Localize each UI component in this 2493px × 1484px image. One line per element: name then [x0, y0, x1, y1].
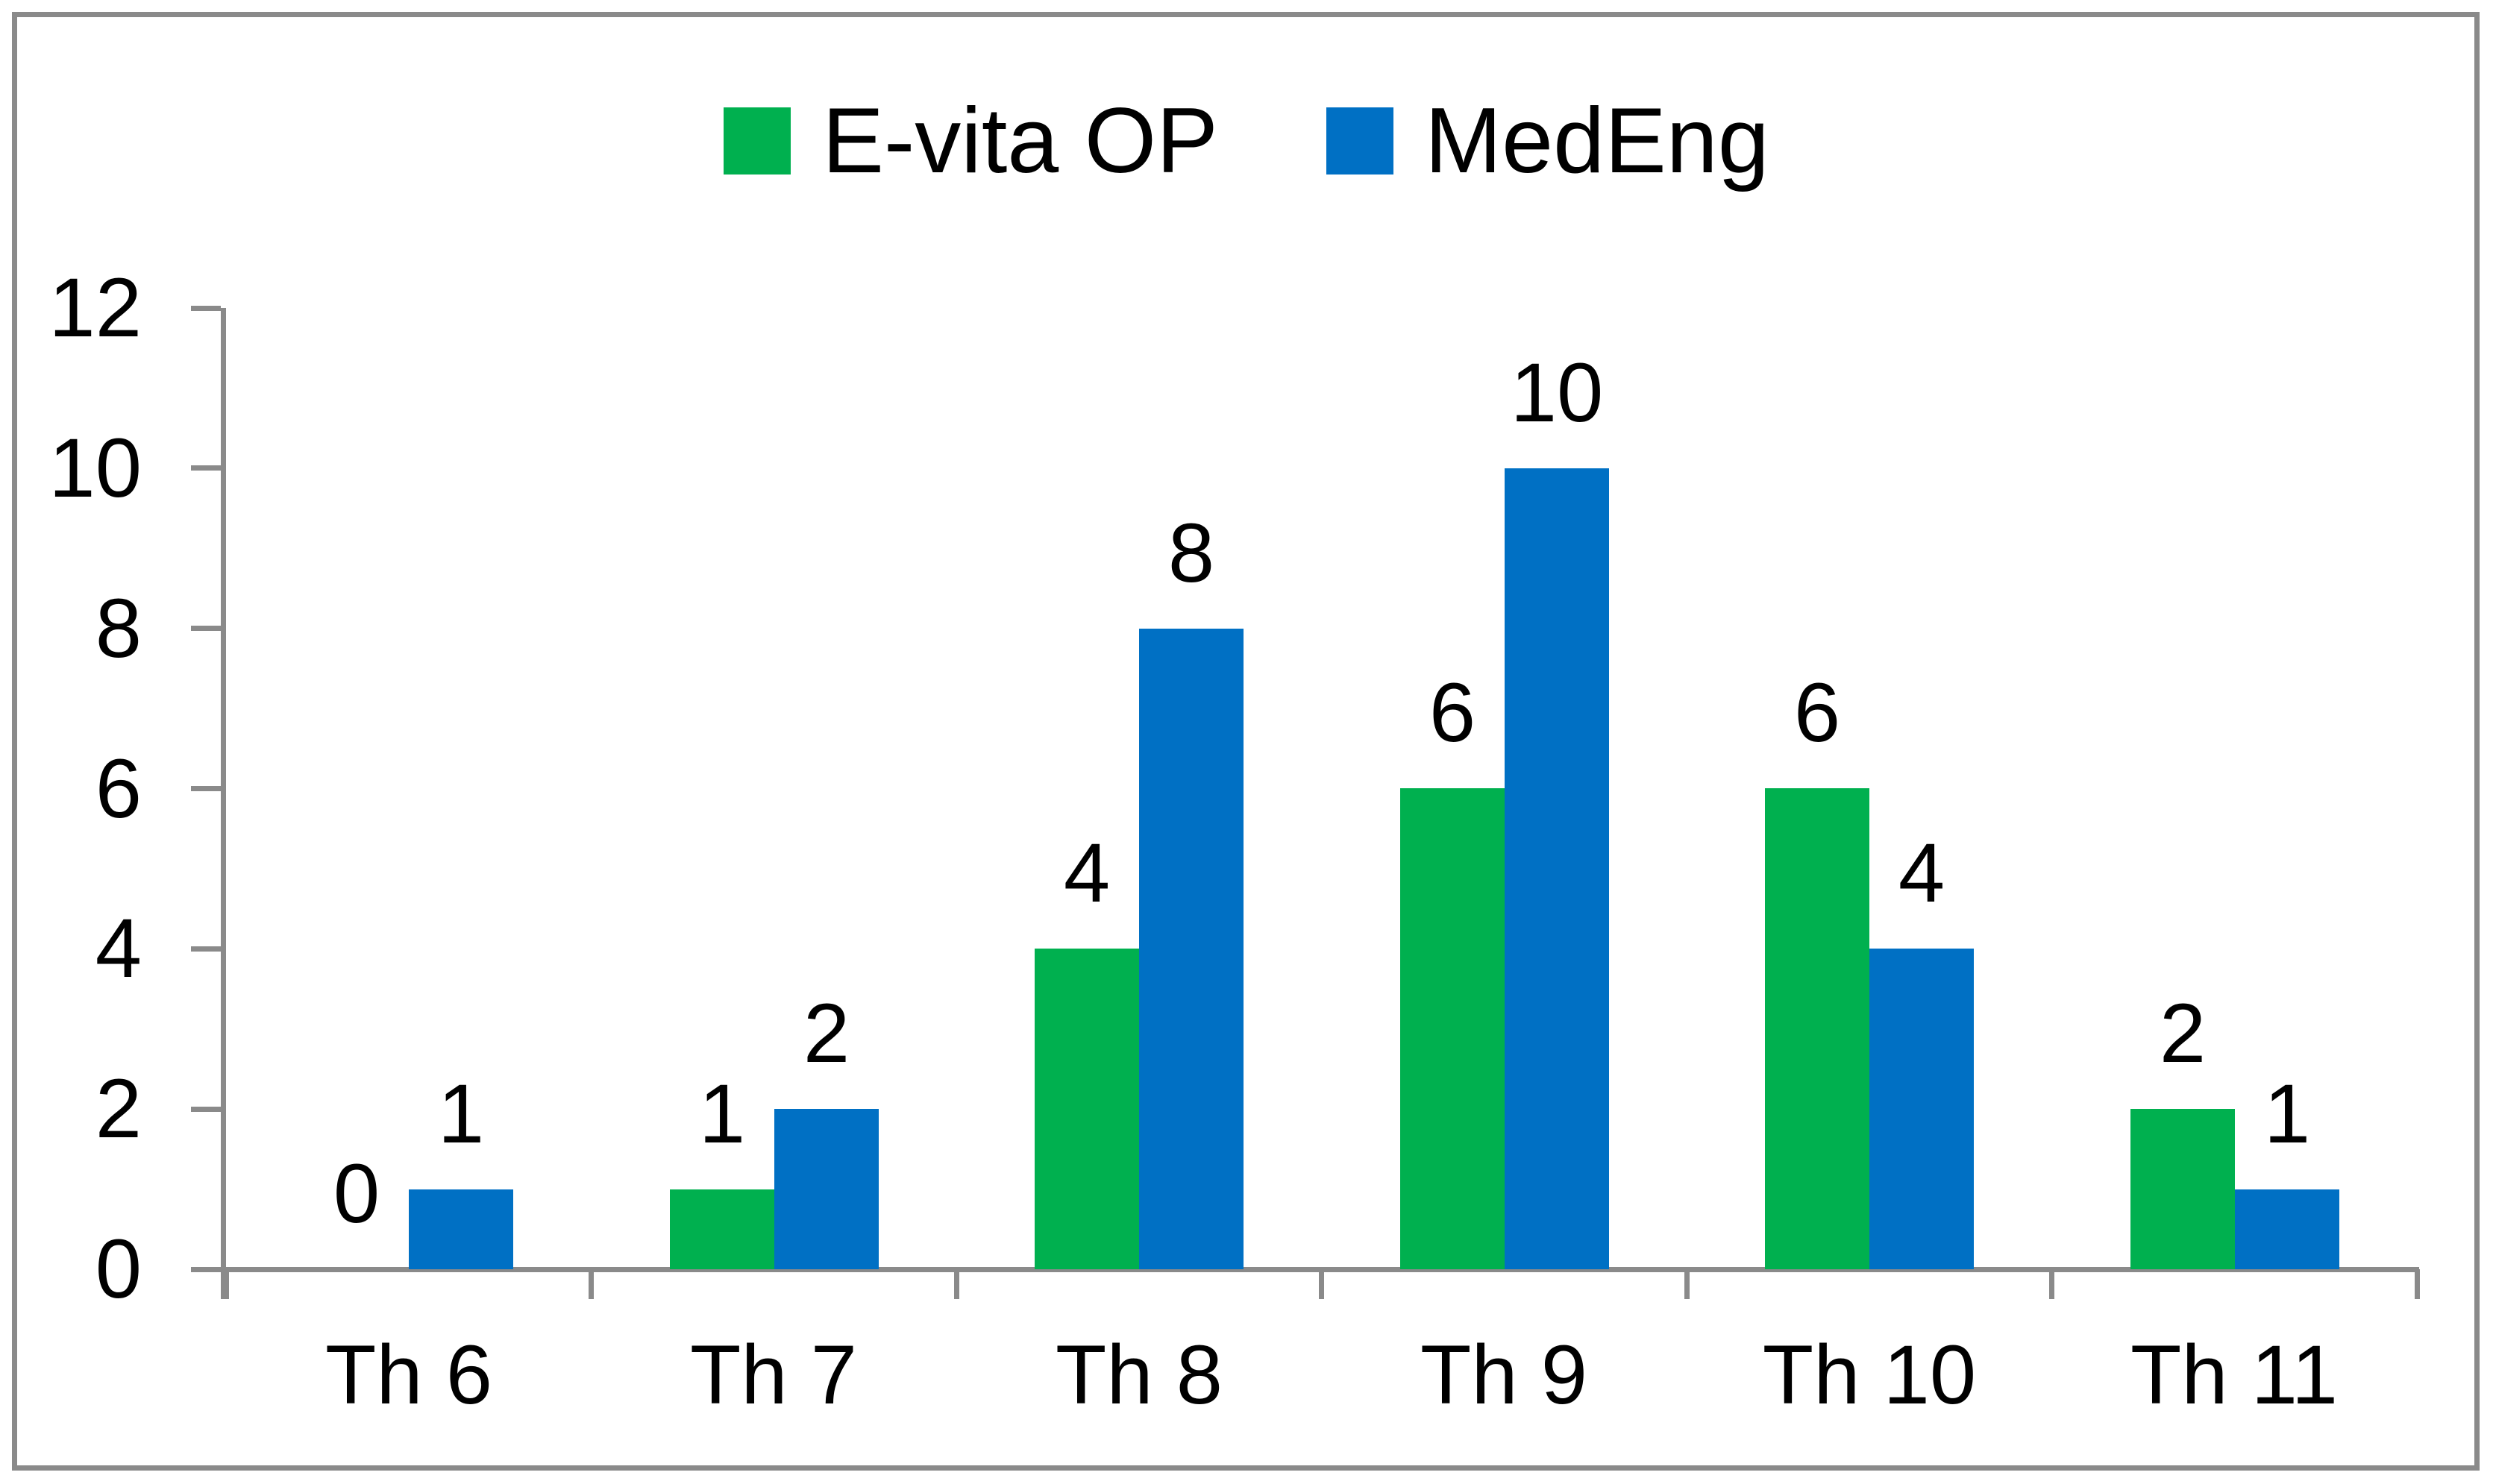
- y-axis-tick-label: 0: [95, 1222, 142, 1315]
- y-axis-tick: [191, 626, 221, 631]
- y-axis-tick-label: 8: [95, 582, 142, 675]
- data-label-e-vita-op-th-7: 1: [698, 1067, 746, 1161]
- x-axis-tick: [2415, 1269, 2420, 1299]
- legend-swatch-e-vita-op: [724, 107, 791, 175]
- y-axis-tick-label: 6: [95, 742, 142, 835]
- y-axis-tick: [191, 465, 221, 471]
- bar-medeng-th-9: [1505, 468, 1609, 1269]
- x-axis-category-label-th-10: Th 10: [1762, 1328, 1977, 1421]
- legend-label-medeng: MedEng: [1424, 89, 1769, 192]
- bar-e-vita-op-th-7: [670, 1189, 774, 1269]
- y-axis-tick: [191, 946, 221, 952]
- data-label-e-vita-op-th-8: 4: [1063, 826, 1111, 920]
- y-axis-line: [221, 308, 226, 1299]
- y-axis-tick-label: 10: [48, 421, 142, 515]
- bar-e-vita-op-th-11: [2130, 1109, 2235, 1269]
- y-axis-tick: [191, 786, 221, 791]
- y-axis-tick: [191, 1267, 221, 1272]
- chart-legend: E-vita OP MedEng: [0, 95, 2493, 187]
- x-axis-tick: [2049, 1269, 2054, 1299]
- bar-medeng-th-6: [409, 1189, 513, 1269]
- bar-medeng-th-11: [2235, 1189, 2339, 1269]
- plot-area: 0 1 1 2 4 8 6 10 6 4 2 1: [226, 308, 2417, 1269]
- data-label-medeng-th-11: 1: [2263, 1067, 2311, 1161]
- data-label-medeng-th-10: 4: [1898, 826, 1945, 920]
- x-axis-tick: [224, 1269, 229, 1299]
- x-axis-category-label-th-9: Th 9: [1420, 1328, 1588, 1421]
- data-label-e-vita-op-th-10: 6: [1793, 666, 1841, 760]
- category-group-th-9: 6 10: [1322, 308, 1687, 1269]
- y-axis-tick: [191, 1107, 221, 1112]
- data-label-e-vita-op-th-9: 6: [1429, 666, 1476, 760]
- data-label-medeng-th-9: 10: [1510, 346, 1604, 440]
- data-label-medeng-th-6: 1: [437, 1067, 485, 1161]
- x-axis-category-label-th-6: Th 6: [324, 1328, 493, 1421]
- y-axis-tick: [191, 306, 221, 311]
- x-axis-category-label-th-8: Th 8: [1055, 1328, 1223, 1421]
- data-label-medeng-th-7: 2: [803, 987, 850, 1081]
- x-axis-tick: [589, 1269, 594, 1299]
- bar-medeng-th-10: [1869, 949, 1974, 1269]
- data-label-e-vita-op-th-6: 0: [333, 1147, 380, 1241]
- legend-entry-e-vita-op: E-vita OP: [724, 95, 1218, 187]
- data-label-medeng-th-8: 8: [1167, 506, 1215, 600]
- legend-label-e-vita-op: E-vita OP: [822, 89, 1218, 192]
- bar-medeng-th-8: [1139, 629, 1244, 1269]
- x-axis-tick: [1684, 1269, 1690, 1299]
- bar-e-vita-op-th-9: [1400, 788, 1505, 1269]
- bar-medeng-th-7: [774, 1109, 879, 1269]
- x-axis-tick: [1319, 1269, 1324, 1299]
- legend-swatch-medeng: [1326, 107, 1393, 175]
- y-axis-tick-label: 12: [48, 261, 142, 354]
- bar-e-vita-op-th-10: [1765, 788, 1869, 1269]
- x-axis-category-label-th-11: Th 11: [2130, 1328, 2339, 1421]
- x-axis-tick: [954, 1269, 959, 1299]
- legend-entry-medeng: MedEng: [1326, 95, 1769, 187]
- y-axis-tick-label: 2: [95, 1062, 142, 1155]
- x-axis-category-label-th-7: Th 7: [689, 1328, 858, 1421]
- y-axis-tick-label: 4: [95, 902, 142, 995]
- bar-e-vita-op-th-8: [1035, 949, 1139, 1269]
- data-label-e-vita-op-th-11: 2: [2159, 987, 2207, 1081]
